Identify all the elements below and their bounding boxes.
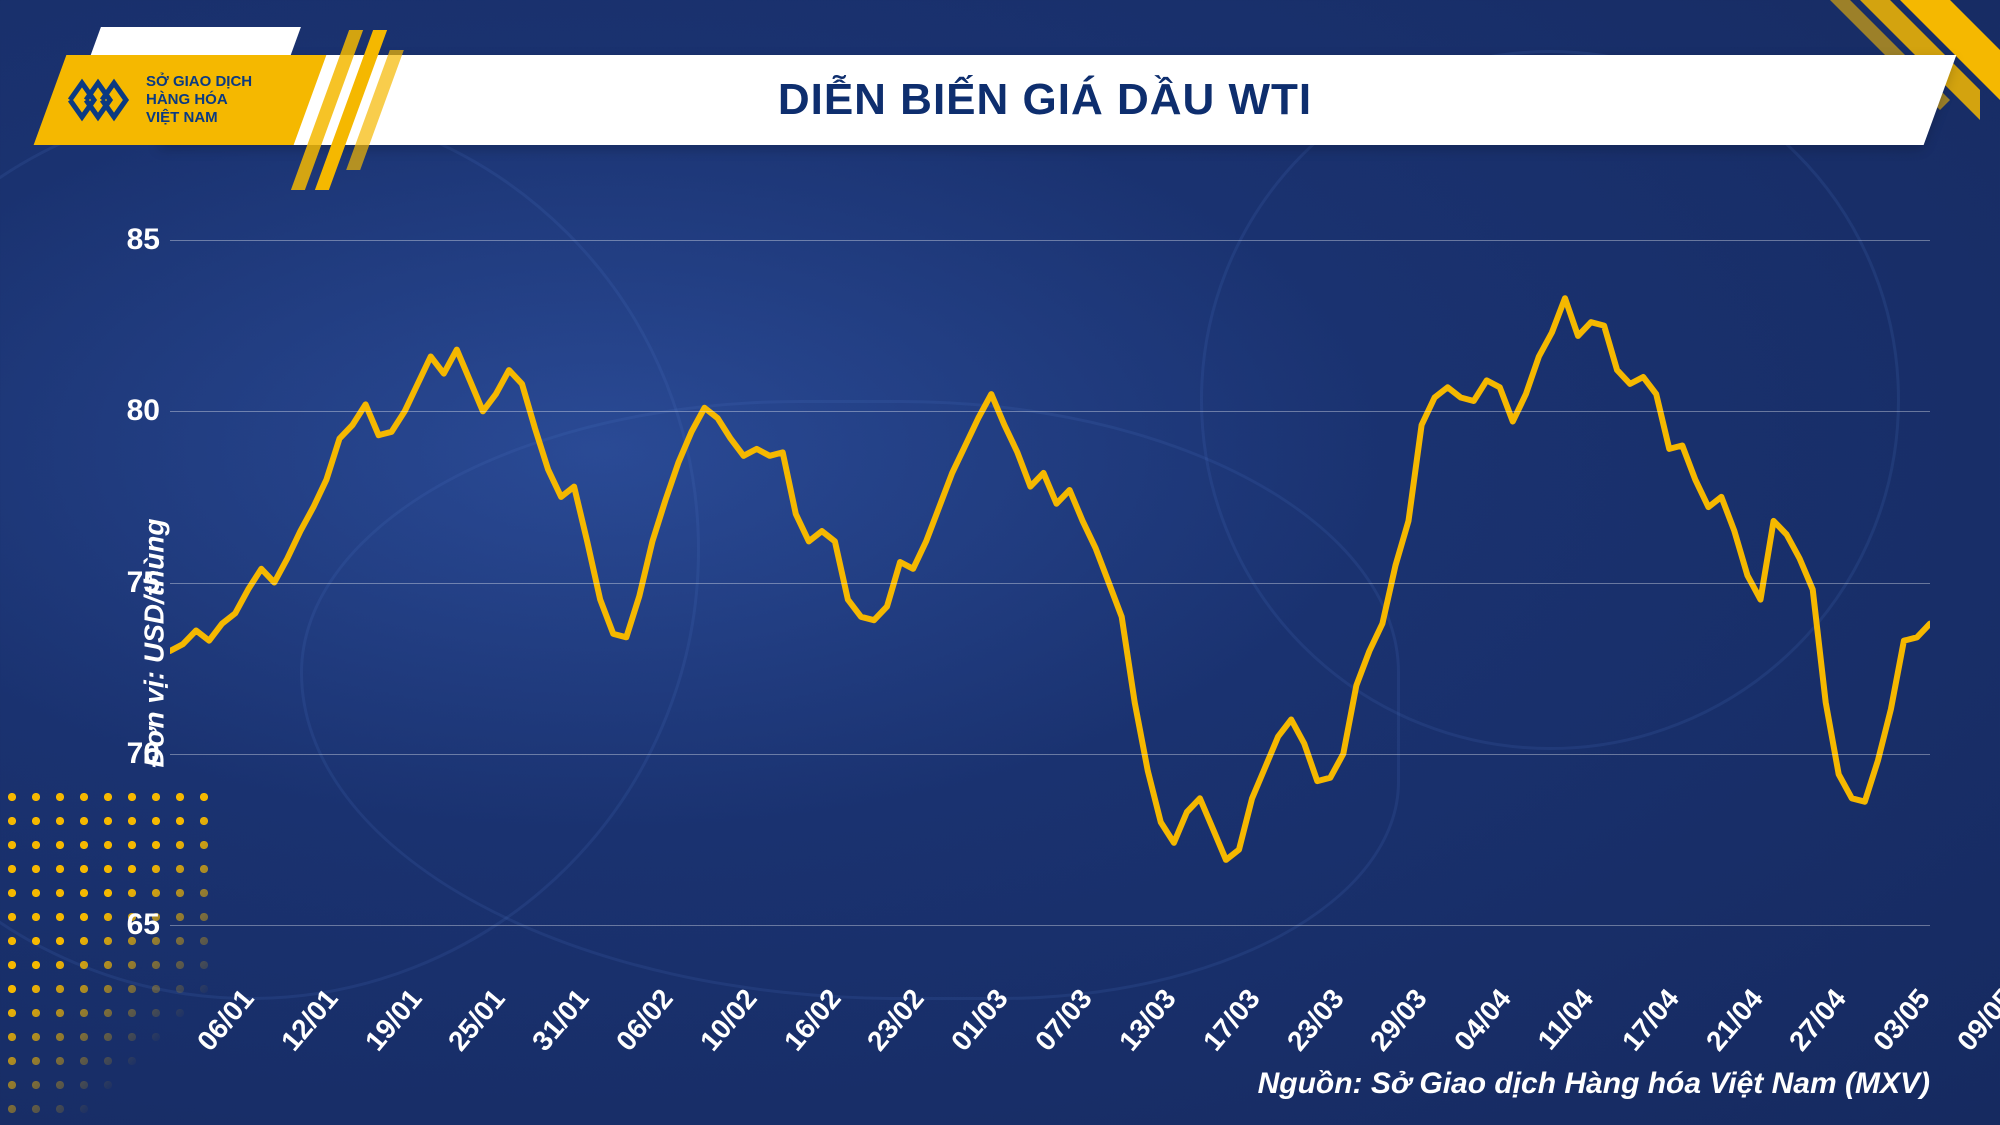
chart-title: DIỄN BIẾN GIÁ DẦU WTI — [150, 55, 1940, 145]
x-tick-label: 25/01 — [442, 983, 512, 1057]
x-tick-label: 12/01 — [275, 983, 345, 1057]
logo-line: VIỆT NAM — [146, 109, 252, 127]
x-tick-label: 07/03 — [1029, 983, 1099, 1057]
logo-text: SỞ GIAO DỊCH HÀNG HÓA VIỆT NAM — [146, 73, 252, 127]
y-tick-label: 65 — [100, 908, 160, 942]
price-line — [170, 298, 1930, 860]
gridline — [170, 754, 1930, 755]
x-tick-label: 11/04 — [1531, 983, 1600, 1056]
source-attribution: Nguồn: Sở Giao dịch Hàng hóa Việt Nam (M… — [1258, 1067, 1930, 1101]
x-tick-label: 23/03 — [1281, 983, 1351, 1057]
x-tick-label: 03/05 — [1867, 983, 1937, 1057]
x-tick-label: 31/01 — [526, 983, 596, 1057]
x-tick-label: 29/03 — [1364, 983, 1434, 1057]
logo-line: HÀNG HÓA — [146, 91, 252, 109]
gridline — [170, 583, 1930, 584]
y-axis-ticks: 6570758085 — [100, 240, 160, 1045]
x-tick-label: 16/02 — [778, 983, 848, 1057]
x-tick-label: 04/04 — [1448, 983, 1518, 1057]
x-tick-label: 13/03 — [1113, 983, 1183, 1057]
chart-area: Đơn vị: USD/thùng 6570758085 06/0112/011… — [100, 240, 1940, 1045]
y-tick-label: 85 — [100, 223, 160, 257]
x-tick-label: 06/01 — [191, 983, 261, 1057]
logo-line: SỞ GIAO DỊCH — [146, 73, 252, 91]
chart-plot — [170, 240, 1930, 925]
gridline — [170, 925, 1930, 926]
y-tick-label: 80 — [100, 394, 160, 428]
x-tick-label: 21/04 — [1700, 983, 1770, 1057]
x-tick-label: 10/02 — [694, 983, 764, 1057]
x-tick-label: 23/02 — [862, 983, 932, 1057]
x-tick-label: 19/01 — [359, 983, 429, 1057]
x-tick-label: 27/04 — [1783, 983, 1853, 1057]
gridline — [170, 411, 1930, 412]
x-tick-label: 06/02 — [610, 983, 680, 1057]
x-tick-label: 17/04 — [1616, 983, 1686, 1057]
logo-mark-icon — [64, 70, 136, 130]
title-bar: DIỄN BIẾN GIÁ DẦU WTI — [150, 55, 1940, 145]
x-tick-label: 17/03 — [1197, 983, 1267, 1057]
gridline — [170, 240, 1930, 241]
x-tick-label: 09/05 — [1951, 983, 2000, 1057]
logo: SỞ GIAO DỊCH HÀNG HÓA VIỆT NAM — [50, 45, 330, 155]
y-tick-label: 75 — [100, 566, 160, 600]
y-tick-label: 70 — [100, 737, 160, 771]
x-tick-label: 01/03 — [945, 983, 1015, 1057]
x-axis-ticks: 06/0112/0119/0125/0131/0106/0210/0216/02… — [170, 935, 1930, 1045]
